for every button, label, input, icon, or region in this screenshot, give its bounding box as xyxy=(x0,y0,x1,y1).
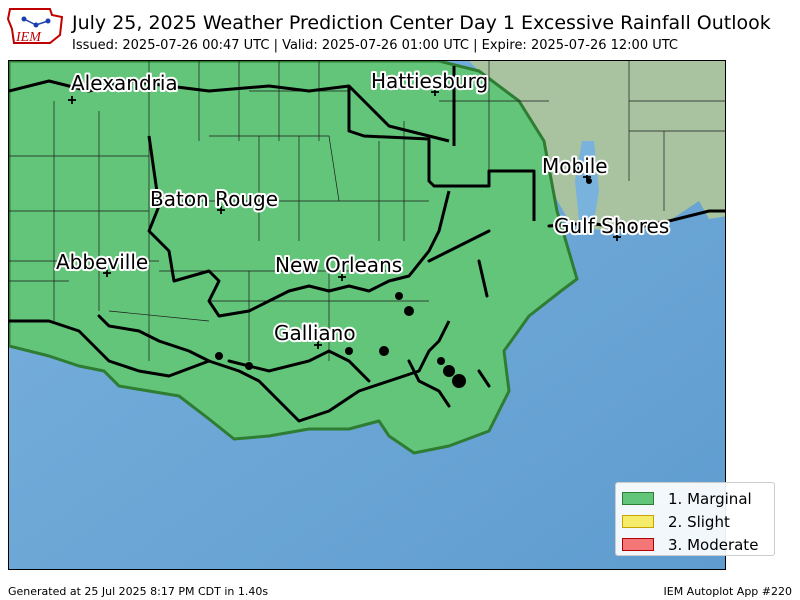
app-id: IEM Autoplot App #220 xyxy=(663,585,793,598)
legend-swatch-moderate xyxy=(622,538,654,551)
legend-item-slight: 2. Slight xyxy=(622,510,774,533)
logo-text: IEM xyxy=(15,30,42,45)
legend-swatch-marginal xyxy=(622,492,654,505)
coastal-marsh xyxy=(215,167,592,388)
page-title: July 25, 2025 Weather Prediction Center … xyxy=(72,12,771,34)
city-label-new-orleans: New Orleans xyxy=(275,253,402,277)
legend-label-marginal: 1. Marginal xyxy=(668,489,752,508)
iem-logo: IEM xyxy=(6,5,66,49)
city-label-galliano: Galliano xyxy=(274,321,356,345)
legend-item-marginal: 1. Marginal xyxy=(622,487,774,510)
page-subtitle: Issued: 2025-07-26 00:47 UTC | Valid: 20… xyxy=(72,38,678,53)
county-boundaries xyxy=(9,61,725,361)
city-label-alexandria: Alexandria xyxy=(71,71,178,95)
city-label-gulf-shores: Gulf Shores xyxy=(554,214,669,238)
legend-label-slight: 2. Slight xyxy=(668,512,730,531)
generated-timestamp: Generated at 25 Jul 2025 8:17 PM CDT in … xyxy=(8,585,269,598)
legend-item-moderate: 3. Moderate xyxy=(622,533,774,556)
city-label-baton-rouge: Baton Rouge xyxy=(150,187,278,211)
map-legend: 1. Marginal 2. Slight 3. Moderate xyxy=(615,482,775,556)
city-label-abbeville: Abbeville xyxy=(56,250,148,274)
legend-swatch-slight xyxy=(622,515,654,528)
rainfall-outlook-map[interactable]: Alexandria Hattiesburg Baton Rouge Mobil… xyxy=(8,60,726,570)
city-markers xyxy=(68,88,621,349)
city-label-mobile: Mobile xyxy=(542,154,608,178)
legend-label-moderate: 3. Moderate xyxy=(668,535,759,554)
state-boundaries xyxy=(9,66,536,423)
land-outside-outlook xyxy=(469,61,725,231)
city-label-hattiesburg: Hattiesburg xyxy=(371,69,488,93)
coastline xyxy=(97,209,725,408)
